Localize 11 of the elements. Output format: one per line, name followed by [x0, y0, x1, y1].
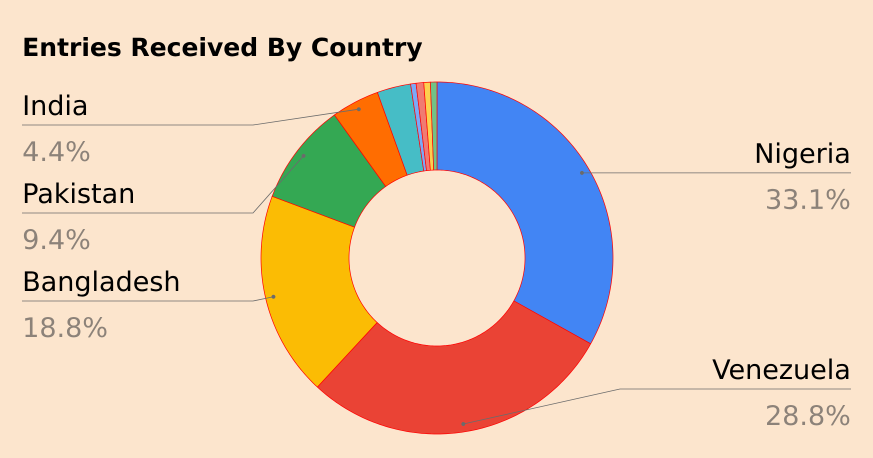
data-label: 4.4%	[24, 140, 90, 162]
data-label: 18.8%	[25, 316, 106, 338]
chart-title: Entries Received By Country	[24, 37, 422, 62]
slice-label: Venezuela	[712, 358, 848, 380]
data-label: 28.8%	[767, 404, 850, 426]
slice-label: Pakistan	[24, 182, 134, 204]
slice-label: Nigeria	[756, 142, 848, 169]
data-label: 9.4%	[24, 228, 90, 250]
slice-label: Bangladesh	[24, 270, 178, 297]
slice-label: India	[24, 94, 86, 116]
data-label: 33.1%	[767, 188, 850, 210]
